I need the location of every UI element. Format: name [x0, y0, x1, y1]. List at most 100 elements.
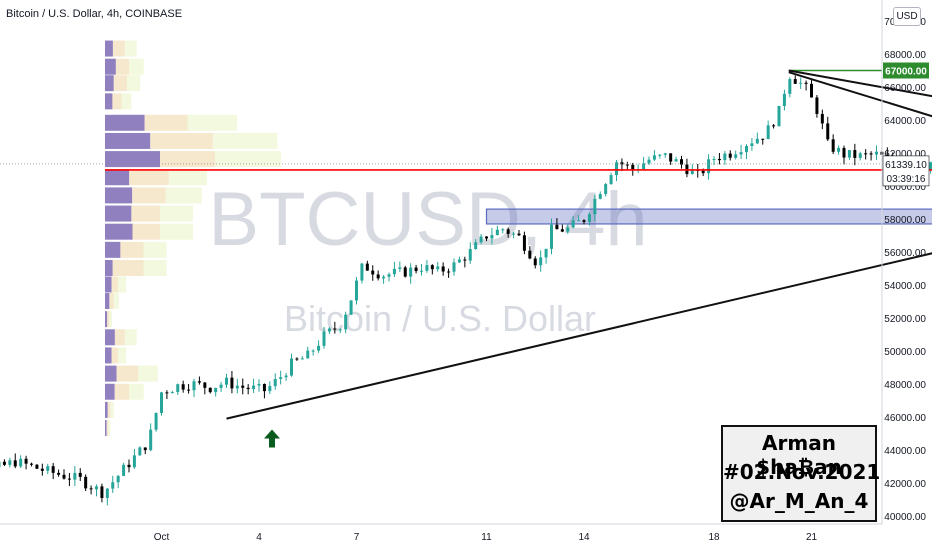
- candle-up: [766, 125, 770, 140]
- volume-profile-bar-up: [105, 151, 160, 168]
- candle-up: [95, 486, 98, 490]
- volume-profile-bar-up: [105, 205, 132, 222]
- volume-profile-bar-down: [107, 311, 110, 328]
- candle-up: [306, 350, 310, 359]
- candle-up: [468, 249, 472, 261]
- candle-up: [214, 387, 218, 393]
- candle-down: [555, 224, 559, 230]
- candle-down: [772, 125, 776, 127]
- volume-profile-bar-value-area: [143, 260, 167, 276]
- candle-up: [290, 358, 293, 376]
- signature-box: Arman $ha₿an #02.Nov.2021 @Ar_M_An_4: [721, 425, 880, 522]
- candle-up: [799, 82, 803, 84]
- candle-up: [122, 464, 126, 476]
- candle-down: [820, 113, 824, 124]
- time-axis[interactable]: Oct 4 7 11 14 18 21: [0, 523, 882, 543]
- candle-down: [528, 250, 532, 259]
- candle-down: [376, 274, 380, 279]
- price-axis[interactable]: 40000.00 42000.00 44000.00 46000.00 48000.00…: [881, 0, 926, 524]
- candle-up: [690, 169, 694, 174]
- candle-up: [539, 257, 543, 266]
- zones: [485, 208, 932, 225]
- candle-up: [501, 229, 505, 231]
- candle-down: [533, 258, 537, 266]
- candle-up: [338, 329, 342, 331]
- price-tick-label: 62000.00: [884, 149, 926, 160]
- price-tick-label: 54000.00: [884, 281, 926, 292]
- resistance-price-tag: [883, 62, 929, 79]
- currency-badge[interactable]: USD: [893, 7, 921, 26]
- candle-down: [187, 389, 191, 391]
- candle-up: [160, 392, 163, 413]
- candle-up: [593, 198, 597, 215]
- candle-up: [420, 270, 423, 272]
- candle-down: [826, 123, 830, 140]
- candle-down: [365, 263, 369, 271]
- volume-profile-bar-down: [120, 241, 144, 258]
- time-tick-label: 11: [481, 532, 492, 543]
- price-tick-label: 56000.00: [884, 248, 926, 259]
- candle-up: [788, 79, 792, 94]
- watermark: BTCUSD, 4h Bitcoin / U.S. Dollar: [208, 177, 647, 339]
- candle-down: [165, 392, 169, 394]
- candle-down: [51, 466, 55, 473]
- volume-profile-bar-value-area: [160, 223, 193, 240]
- price-tick-label: 52000.00: [884, 314, 926, 325]
- volume-profile-bar-down: [131, 205, 160, 222]
- candle-up: [550, 224, 553, 249]
- candle-down: [810, 83, 813, 98]
- volume-profile-bar-value-area: [138, 365, 158, 382]
- volume-profile-bar-down: [144, 114, 188, 131]
- candle-up: [777, 105, 781, 127]
- candle-up: [322, 331, 326, 346]
- candle-up: [360, 263, 364, 281]
- candle-up: [745, 146, 748, 153]
- volume-profile-bar-up: [105, 93, 113, 110]
- resistance-price-label: 67000.00: [885, 67, 927, 78]
- volume-profile-bar-down: [132, 223, 160, 240]
- candle-down: [333, 328, 337, 330]
- candle-down: [864, 153, 868, 155]
- volume-profile-bar-up: [105, 383, 115, 400]
- candle-down: [371, 270, 375, 275]
- candle-down: [403, 267, 407, 277]
- candle-up: [598, 194, 602, 199]
- volume-profile-bar-up: [105, 75, 114, 92]
- volume-profile-bar-down: [112, 40, 125, 57]
- candle-down: [2, 461, 6, 465]
- candles: [0, 75, 932, 506]
- candle-up: [479, 236, 483, 243]
- candle-down: [67, 478, 71, 480]
- price-tick-label: 44000.00: [884, 446, 926, 457]
- volume-profile-bar-down: [112, 260, 144, 276]
- candle-up: [349, 300, 353, 315]
- candle-down: [241, 385, 245, 388]
- candle-up: [847, 150, 851, 158]
- candle-up: [457, 259, 461, 263]
- candle-up: [409, 267, 413, 277]
- candle-up: [723, 153, 727, 161]
- volume-profile-bar-up: [105, 420, 107, 437]
- candle-up: [755, 138, 759, 144]
- candle-up: [111, 482, 115, 489]
- volume-profile-bar-value-area: [160, 205, 193, 222]
- volume-profile-bar-up: [105, 58, 116, 75]
- volume-profile-bar-value-area: [129, 58, 144, 75]
- candle-up: [355, 280, 358, 301]
- volume-profile-bar-down: [150, 132, 213, 149]
- volume-profile-bar-value-area: [168, 169, 208, 186]
- price-tick-label: 58000.00: [884, 215, 926, 226]
- price-tick-label: 66000.00: [884, 83, 926, 94]
- candle-up: [474, 242, 478, 250]
- volume-profile-bar-down: [132, 187, 166, 204]
- volume-profile-bar-down: [129, 169, 169, 186]
- candle-down: [246, 387, 250, 390]
- volume-profile-bar-value-area: [143, 241, 167, 258]
- volume-profile-bar-up: [105, 40, 113, 57]
- volume-profile-bar-value-area: [215, 151, 281, 168]
- candle-up: [132, 455, 136, 468]
- candle-down: [560, 229, 564, 232]
- candle-down: [143, 447, 147, 451]
- time-tick-label: 18: [708, 532, 720, 543]
